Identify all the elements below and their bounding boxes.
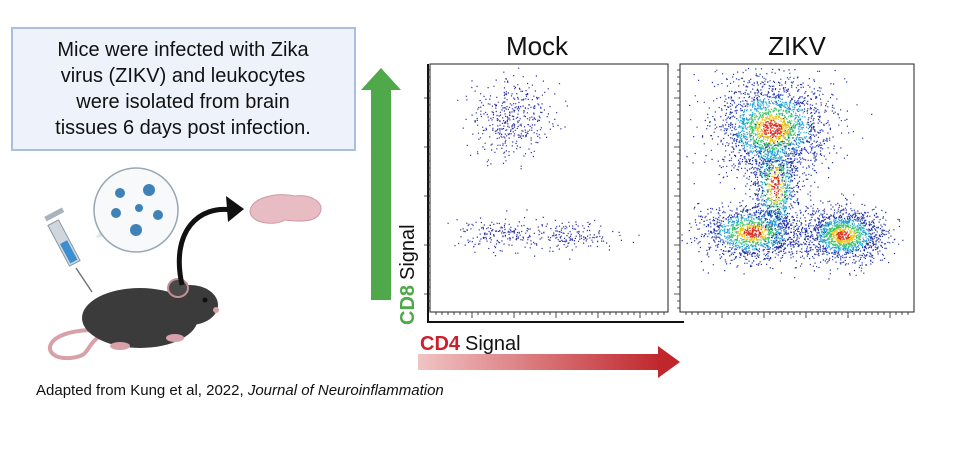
info-box	[11, 27, 356, 151]
x-axis-label: CD4 Signal	[420, 333, 521, 355]
x-arrow-head	[658, 346, 680, 378]
tick-marks	[424, 69, 909, 318]
plot-frame	[429, 63, 669, 313]
caption-journal: Journal of Neuroinflammation	[247, 382, 444, 399]
figure-art: Mice were infected with Zika virus (ZIKV…	[11, 27, 915, 378]
caption-text: Adapted from Kung et al, 2022,	[36, 382, 244, 399]
y-axis-label: CD8 Signal	[397, 224, 419, 325]
info-line: tissues 6 days post infection.	[55, 117, 311, 139]
y-label: Signal	[397, 224, 419, 280]
y-arrow	[371, 88, 391, 300]
cell-dots	[729, 107, 862, 248]
dots	[447, 67, 904, 280]
y-marker: CD8	[397, 285, 419, 325]
panel-title: ZIKV	[768, 31, 826, 61]
info-line: Mice were infected with Zika	[57, 39, 309, 61]
arrow-head	[226, 196, 244, 222]
syringe	[44, 207, 93, 293]
plot-frame	[679, 63, 915, 313]
mouse	[48, 278, 219, 361]
panel-title: Mock	[506, 31, 569, 61]
caption: Adapted from Kung et al, 2022, Journal o…	[36, 382, 444, 399]
axis-line	[427, 64, 684, 323]
x-label: Signal	[465, 333, 521, 355]
curved-arrow	[176, 206, 233, 286]
info-line: were isolated from brain	[75, 91, 289, 113]
x-arrow	[418, 354, 660, 370]
x-marker: CD4	[420, 333, 461, 355]
brain	[249, 194, 322, 224]
y-arrow-head	[361, 68, 401, 90]
viruses	[111, 184, 163, 236]
info-line: virus (ZIKV) and leukocytes	[61, 65, 306, 87]
ticks	[424, 69, 909, 318]
